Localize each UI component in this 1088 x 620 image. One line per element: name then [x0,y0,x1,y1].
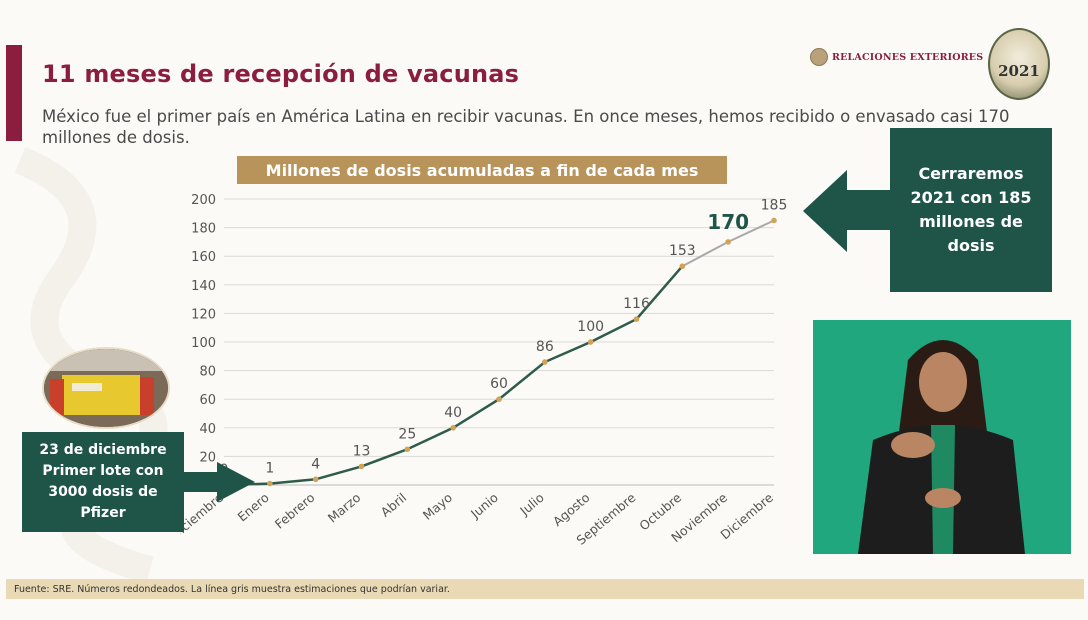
data-point [725,239,731,245]
y-tick-label: 40 [199,422,216,437]
x-tick-label: Mayo [420,490,455,523]
interpreter-illustration [813,320,1071,554]
y-tick-label: 20 [199,450,216,465]
data-point [358,463,365,470]
data-label: 4 [311,456,320,472]
data-label: 170 [707,210,749,234]
x-tick-label: Agosto [550,490,593,529]
x-tick-label: Julio [516,490,546,519]
sign-language-interpreter [813,320,1071,554]
data-label: 60 [490,376,508,392]
x-tick-label: Febrero [272,490,318,532]
actual-series-line [223,265,684,487]
y-tick-label: 100 [191,336,216,351]
source-footer: Fuente: SRE. Números redondeados. La lín… [6,579,1084,599]
data-point [542,359,548,365]
data-label: 185 [761,197,788,213]
vaccine-shipment-photo [42,347,170,429]
emblem-2021: 2021 [988,28,1050,100]
data-label: 40 [444,405,462,421]
callout-left: 23 de diciembre Primer lote con 3000 dos… [22,432,255,532]
page-title: 11 meses de recepción de vacunas [42,60,520,88]
callout-right-text: Cerraremos 2021 con 185 millones de dosi… [890,128,1052,292]
data-point [679,263,686,270]
y-tick-label: 80 [199,365,216,380]
data-label: 86 [536,339,554,355]
y-tick-label: 120 [191,307,216,322]
data-point [267,480,273,487]
y-tick-label: 60 [199,393,216,408]
footer-text: Fuente: SRE. Números redondeados. La lín… [14,583,450,595]
data-label: 13 [353,443,371,459]
photo-illustration [44,349,168,427]
data-label: 1 [265,461,274,477]
accent-bar [6,45,22,141]
left-arrow-icon [803,170,847,252]
data-point [587,339,594,345]
logo-text: RELACIONES EXTERIORES [832,51,984,63]
data-point [312,476,319,483]
data-point [496,396,502,402]
data-point [633,316,640,322]
right-arrow-icon [217,462,255,502]
y-tick-label: 140 [191,279,216,294]
x-tick-label: Abril [378,490,410,520]
data-point [404,446,411,453]
data-point [771,217,777,224]
data-label: 116 [623,296,650,312]
x-tick-label: Marzo [325,490,364,526]
data-label: 153 [669,243,696,259]
data-point [450,425,456,431]
chart-title: Millones de dosis acumuladas a fin de ca… [237,156,727,184]
page-subtitle: México fue el primer país en América Lat… [42,107,1010,147]
x-tick-label: Junio [467,490,501,522]
callout-left-text: 23 de diciembre Primer lote con 3000 dos… [22,432,184,532]
y-tick-label: 180 [191,222,216,237]
arrow-shaft [845,190,895,230]
data-label: 25 [398,426,416,442]
data-label: 100 [577,319,604,335]
callout-right: Cerraremos 2021 con 185 millones de dosi… [803,128,1053,292]
y-tick-label: 200 [191,193,216,208]
arrow-shaft [182,472,217,492]
seal-icon [810,48,828,66]
sre-logo: RELACIONES EXTERIORES [810,48,983,66]
emblem-year: 2021 [998,62,1040,80]
y-tick-label: 160 [191,250,216,265]
